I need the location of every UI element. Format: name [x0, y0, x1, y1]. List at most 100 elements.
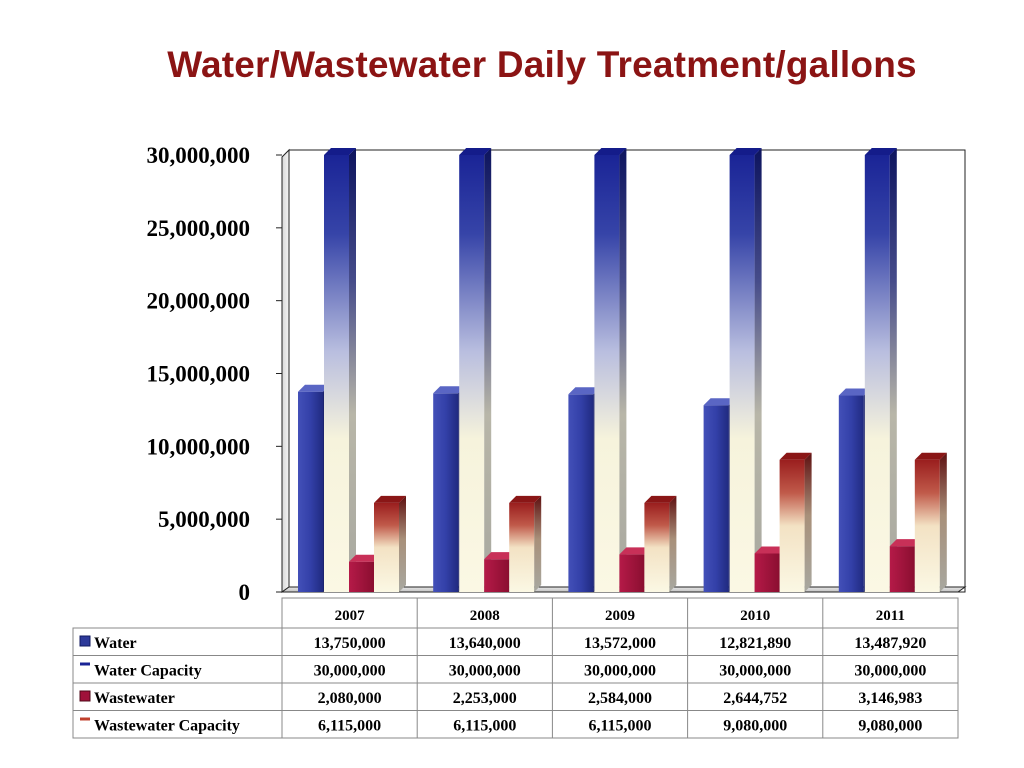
data-label: 9,080,000 [723, 718, 787, 735]
wastewater-bar-front [754, 553, 780, 592]
wastewater-capacity-bar-front [914, 459, 940, 592]
wastewater-bar-top [754, 546, 787, 554]
wastewater-capacity-bar [509, 495, 542, 592]
water-bar-top [433, 386, 466, 394]
water-bar-front [433, 393, 459, 592]
wastewater-bar-top [619, 547, 652, 555]
data-label: 9,080,000 [858, 718, 922, 735]
wastewater-capacity-bar-top [509, 495, 542, 503]
legend-label: Wastewater Capacity [94, 718, 240, 735]
wastewater-capacity-bar-front [509, 502, 535, 592]
data-label: 13,487,920 [854, 635, 926, 652]
data-label: 2,080,000 [318, 690, 382, 707]
water-capacity-bar-side [889, 148, 897, 592]
chart-title: Water/Wastewater Daily Treatment/gallons [167, 44, 917, 85]
data-label: 6,115,000 [453, 718, 516, 735]
data-table: 2007 2008 2009 2010 2011 Water 13,750,000 13,64… [72, 597, 959, 739]
x-tick-label: 2009 [605, 608, 635, 624]
water-bar-front [568, 394, 594, 592]
data-label: 13,640,000 [449, 635, 521, 652]
data-label: 3,146,983 [858, 690, 922, 707]
wastewater-bar-front [349, 561, 374, 592]
legend-key-wastewater-bar [79, 690, 91, 702]
water-bar-front [838, 395, 864, 592]
water-bar-front [703, 405, 729, 592]
water-bar-top [298, 384, 330, 392]
side-wall [281, 148, 290, 593]
water-capacity-bar-front [594, 155, 620, 592]
x-tick-label: 2010 [740, 608, 770, 624]
wastewater-capacity-bar-top [644, 495, 677, 503]
wastewater-capacity-bar-front [374, 502, 399, 592]
x-tick-label: 2008 [470, 608, 500, 624]
wastewater-capacity-bar [779, 452, 812, 592]
water-bar-top [568, 387, 601, 395]
y-tick-label: 0 [239, 580, 251, 605]
wastewater-capacity-bar [644, 495, 677, 592]
water-capacity-bar-side [484, 148, 492, 592]
water-capacity-bar-top [324, 148, 356, 155]
legend-key-water-capacity-bar [80, 662, 90, 666]
wastewater-capacity-bar-top [374, 495, 406, 503]
water-capacity-bar-top [459, 148, 492, 155]
water-capacity-bar [594, 148, 627, 592]
data-label: 6,115,000 [318, 718, 381, 735]
bars [298, 148, 947, 592]
wastewater-capacity-bar-front [644, 502, 670, 592]
wastewater-capacity-bar-side [804, 452, 812, 592]
wastewater-bar-front [484, 559, 510, 592]
wastewater-capacity-bar [374, 495, 406, 592]
x-tick-label: 2007 [335, 608, 366, 624]
data-label: 30,000,000 [719, 663, 791, 680]
water-capacity-bar [864, 148, 897, 592]
wastewater-capacity-bar-side [669, 495, 677, 592]
y-tick-label: 20,000,000 [147, 289, 251, 314]
water-capacity-bar-front [459, 155, 485, 592]
data-label: 30,000,000 [584, 663, 656, 680]
wastewater-capacity-bar-side [534, 495, 542, 592]
wastewater-bar-front [619, 554, 645, 592]
y-tick-label: 15,000,000 [147, 362, 251, 387]
wastewater-bar-top [484, 552, 517, 560]
data-label: 30,000,000 [314, 663, 386, 680]
water-capacity-bar-top [594, 148, 627, 155]
legend-label: Water Capacity [94, 663, 202, 680]
legend-key-wastewater-capacity-bar [80, 717, 90, 721]
data-label: 2,644,752 [723, 690, 787, 707]
water-capacity-bar-front [324, 155, 349, 592]
data-label: 2,584,000 [588, 690, 652, 707]
water-capacity-bar [729, 148, 762, 592]
water-capacity-bar-side [349, 148, 356, 592]
wastewater-bar-front [889, 546, 915, 592]
legend-key-water-bar [79, 635, 91, 647]
y-tick-label: 10,000,000 [147, 434, 251, 459]
water-capacity-bar-front [864, 155, 890, 592]
wastewater-bar-top [349, 554, 381, 562]
data-label: 12,821,890 [719, 635, 791, 652]
y-axis: 0 5,000,000 10,000,000 15,000,000 20,000,000… [147, 143, 283, 605]
data-label: 6,115,000 [588, 718, 651, 735]
water-capacity-bar-front [729, 155, 755, 592]
wastewater-capacity-bar-top [914, 452, 947, 460]
water-capacity-bar-top [729, 148, 762, 155]
y-tick-label: 5,000,000 [158, 507, 250, 532]
data-label: 2,253,000 [453, 690, 517, 707]
legend-label: Wastewater [94, 690, 175, 707]
wastewater-capacity-bar [914, 452, 947, 592]
y-tick-label: 25,000,000 [147, 216, 251, 241]
water-capacity-bar-side [619, 148, 627, 592]
water-capacity-bar-side [754, 148, 762, 592]
water-bar-top [703, 398, 736, 406]
wastewater-bar-top [889, 539, 922, 547]
water-bar-front [298, 391, 323, 592]
data-label: 30,000,000 [854, 663, 926, 680]
x-tick-label: 2011 [876, 608, 905, 624]
wastewater-capacity-bar-side [399, 495, 406, 592]
wastewater-capacity-bar-side [939, 452, 947, 592]
water-capacity-bar-top [864, 148, 897, 155]
wastewater-capacity-bar-front [779, 459, 805, 592]
water-capacity-bar [324, 148, 356, 592]
table-header [281, 597, 959, 629]
data-label: 13,750,000 [314, 635, 386, 652]
data-label: 30,000,000 [449, 663, 521, 680]
